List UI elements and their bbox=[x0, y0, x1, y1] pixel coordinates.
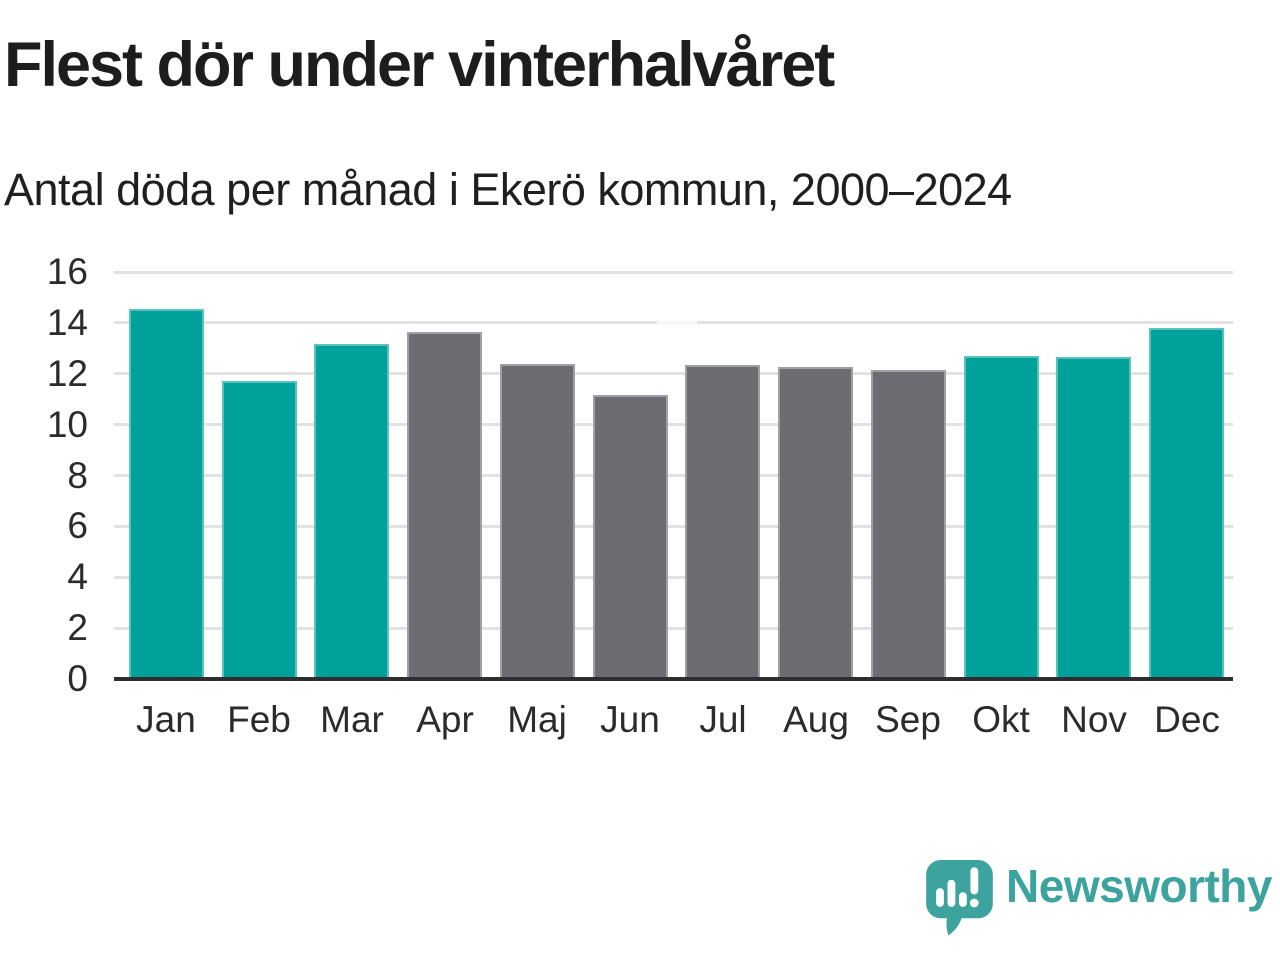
logo-bar-short bbox=[936, 888, 944, 907]
x-axis-label-jun: Jun bbox=[600, 699, 660, 740]
newsworthy-logo-icon bbox=[926, 860, 993, 936]
logo-bar-small bbox=[959, 892, 967, 907]
gridline-4 bbox=[114, 576, 1233, 579]
x-axis-label-jan: Jan bbox=[136, 699, 196, 740]
y-axis-tick-label: 16 bbox=[46, 251, 88, 292]
bar-aug bbox=[778, 367, 853, 679]
y-axis-tick-label: 2 bbox=[67, 607, 88, 648]
newsworthy-logo: Newsworthy bbox=[926, 860, 1272, 936]
y-axis-tick-label: 8 bbox=[67, 455, 88, 496]
y-axis-tick-label: 4 bbox=[67, 556, 88, 597]
y-axis-tick-label: 0 bbox=[67, 658, 88, 699]
y-axis-tick-label: 14 bbox=[46, 302, 88, 343]
bar-jan bbox=[129, 309, 204, 679]
x-axis-line bbox=[114, 677, 1233, 681]
bar-apr bbox=[407, 332, 482, 679]
bar-sep bbox=[871, 370, 946, 679]
bar-feb bbox=[222, 381, 297, 679]
gridline-2 bbox=[114, 627, 1233, 630]
logo-exclamation-dot bbox=[969, 898, 979, 908]
chart-subtitle: Antal döda per månad i Ekerö kommun, 200… bbox=[4, 164, 1012, 215]
gridline-10 bbox=[114, 423, 1233, 426]
bar-okt bbox=[964, 356, 1039, 679]
x-axis-label-mar: Mar bbox=[320, 699, 384, 740]
logo-bar-tall bbox=[947, 879, 956, 907]
newsworthy-logo-text: Newsworthy bbox=[1006, 860, 1272, 912]
chart-title: Flest dör under vinterhalvåret bbox=[4, 30, 835, 100]
x-axis-label-apr: Apr bbox=[416, 699, 474, 740]
x-axis-label-sep: Sep bbox=[875, 699, 941, 740]
logo-exclamation-stem bbox=[970, 867, 979, 895]
y-axis-tick-label: 10 bbox=[46, 404, 88, 445]
gridline-6 bbox=[114, 525, 1233, 528]
x-axis-label-dec: Dec bbox=[1154, 699, 1220, 740]
gridline-light-segment bbox=[657, 321, 697, 325]
bar-maj bbox=[500, 364, 575, 679]
bar-jul bbox=[685, 365, 760, 679]
x-axis-label-maj: Maj bbox=[507, 699, 567, 740]
y-axis-tick-label: 6 bbox=[67, 505, 88, 546]
bar-jun bbox=[593, 395, 668, 679]
gridline-8 bbox=[114, 474, 1233, 477]
y-axis-tick-label: 12 bbox=[46, 353, 88, 394]
x-axis-label-feb: Feb bbox=[227, 699, 291, 740]
gridline-12 bbox=[114, 372, 1233, 375]
bar-dec bbox=[1149, 328, 1224, 679]
bar-mar bbox=[314, 344, 389, 679]
gridline-16 bbox=[114, 271, 1233, 274]
x-axis-label-jul: Jul bbox=[699, 699, 747, 740]
x-axis-label-aug: Aug bbox=[783, 699, 849, 740]
bar-nov bbox=[1056, 357, 1131, 679]
x-axis-label-okt: Okt bbox=[972, 699, 1030, 740]
x-axis-label-nov: Nov bbox=[1061, 699, 1127, 740]
